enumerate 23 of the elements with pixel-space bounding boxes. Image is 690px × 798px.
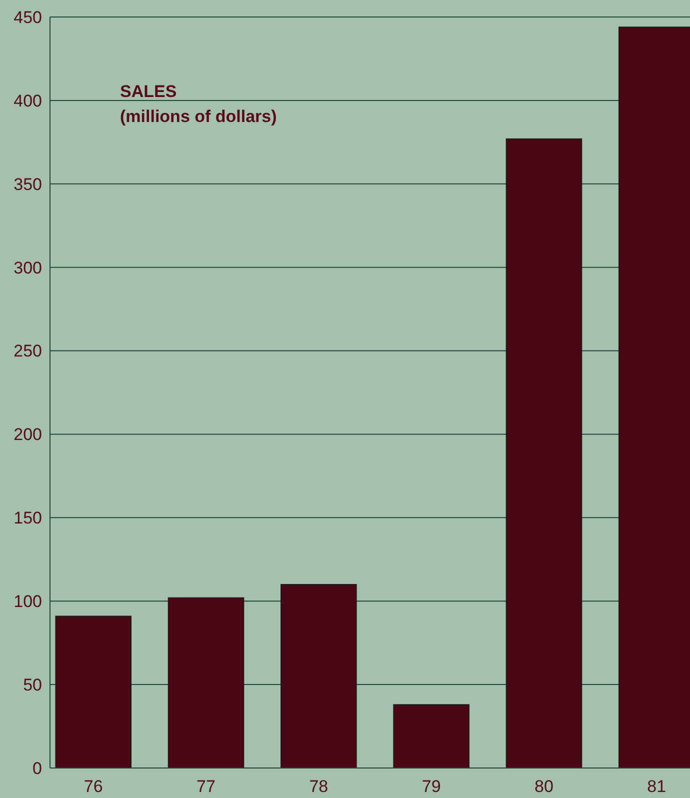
- bar: [55, 616, 132, 768]
- y-tick-label: 400: [14, 91, 42, 110]
- bar: [280, 584, 357, 768]
- x-tick-label: 77: [196, 777, 216, 796]
- y-tick-label: 150: [14, 508, 42, 528]
- y-tick-label: 50: [23, 676, 42, 695]
- y-tick-label: 200: [14, 425, 42, 444]
- text: SALES: [120, 82, 177, 101]
- bar: [168, 597, 244, 768]
- x-tick-label: 79: [422, 777, 441, 796]
- y-tick-label: 450: [14, 8, 42, 27]
- x-tick-label: 81: [647, 777, 666, 796]
- y-tick-label: 100: [14, 592, 42, 612]
- x-tick-label: 76: [84, 777, 103, 796]
- bar: [393, 704, 470, 768]
- x-tick-label: 80: [534, 777, 554, 796]
- y-tick-label: 300: [14, 258, 42, 278]
- y-tick-label: 350: [14, 174, 42, 194]
- text: (millions of dollars): [120, 107, 277, 126]
- bar: [506, 138, 582, 768]
- x-tick-label: 78: [309, 777, 328, 796]
- y-tick-label: 250: [14, 342, 42, 361]
- y-tick-label: 0: [32, 758, 42, 778]
